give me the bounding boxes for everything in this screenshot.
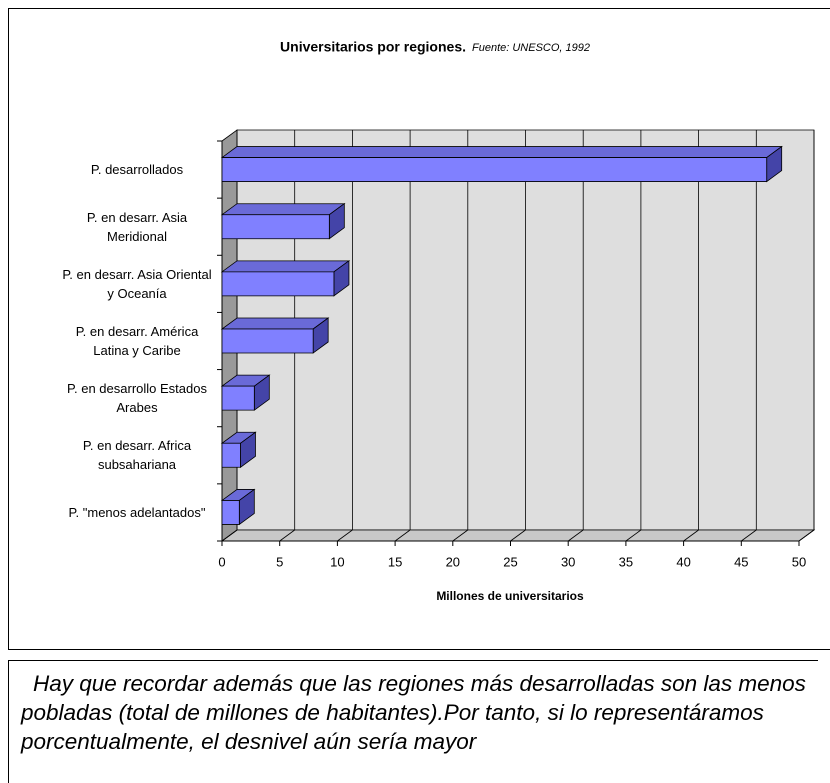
chart-title: Universitarios por regiones.	[280, 39, 466, 55]
bar-face	[221, 328, 314, 354]
bar-face	[221, 157, 768, 182]
bar-face	[220, 317, 330, 330]
bar-face	[221, 442, 241, 468]
x-tick-label: 40	[676, 554, 690, 569]
bar	[220, 260, 351, 297]
x-tick-label: 50	[792, 554, 806, 569]
chart: Universitarios por regiones. Fuente: UNE…	[217, 39, 816, 603]
x-tick-label: 20	[446, 554, 460, 569]
bar	[220, 488, 256, 526]
x-tick-label: 45	[734, 554, 748, 569]
bar-face	[220, 203, 346, 216]
bar-face	[221, 385, 255, 411]
bar	[220, 431, 257, 469]
y-tick-label: P. en desarrollo Estados Arabes	[67, 381, 207, 416]
grid-line	[510, 529, 526, 542]
grid-line	[337, 529, 353, 542]
bar	[220, 317, 330, 354]
x-tick-label: 0	[218, 554, 225, 569]
y-tick-label: P. desarrollados	[90, 162, 184, 178]
y-tick-label: P. en desarr. Africa subsahariana	[82, 438, 192, 473]
bar	[220, 145, 783, 183]
grid-line	[452, 529, 469, 542]
x-axis-label: Millones de universitarios	[436, 589, 584, 603]
y-tick-label: P. en desarr. Asia Oriental y Oceanía	[62, 266, 212, 301]
bar-face	[221, 271, 335, 297]
bar	[220, 202, 346, 240]
grid-line	[625, 529, 642, 542]
bar-face	[220, 146, 783, 158]
x-tick-label: 10	[330, 554, 344, 569]
x-tick-label: 15	[388, 554, 402, 569]
x-tick-label: 25	[503, 554, 517, 569]
y-tick-label: P. "menos adelantados"	[68, 504, 206, 520]
chart-subtitle: Fuente: UNESCO, 1992	[472, 42, 590, 54]
grid-line	[741, 529, 757, 542]
grid-line	[221, 529, 238, 542]
y-tick-label: P. en desarr. América Latina y Caribe	[75, 324, 199, 358]
grid-line	[279, 529, 295, 542]
bar-face	[221, 500, 240, 525]
grid-line	[798, 529, 815, 542]
note: Hay que recordar además que las regiones…	[8, 660, 818, 783]
bar	[220, 374, 271, 411]
bar-face	[221, 214, 330, 240]
bar-face	[220, 260, 351, 273]
x-tick-label: 5	[276, 554, 283, 569]
grid-line	[683, 529, 699, 542]
x-tick-label: 30	[561, 554, 575, 569]
grid-line	[394, 529, 411, 542]
grid-line	[567, 529, 584, 542]
chart-frame	[8, 8, 830, 650]
y-tick-label: P. en desarr. Asia Meridional	[86, 209, 188, 244]
x-tick-label: 35	[619, 554, 633, 569]
